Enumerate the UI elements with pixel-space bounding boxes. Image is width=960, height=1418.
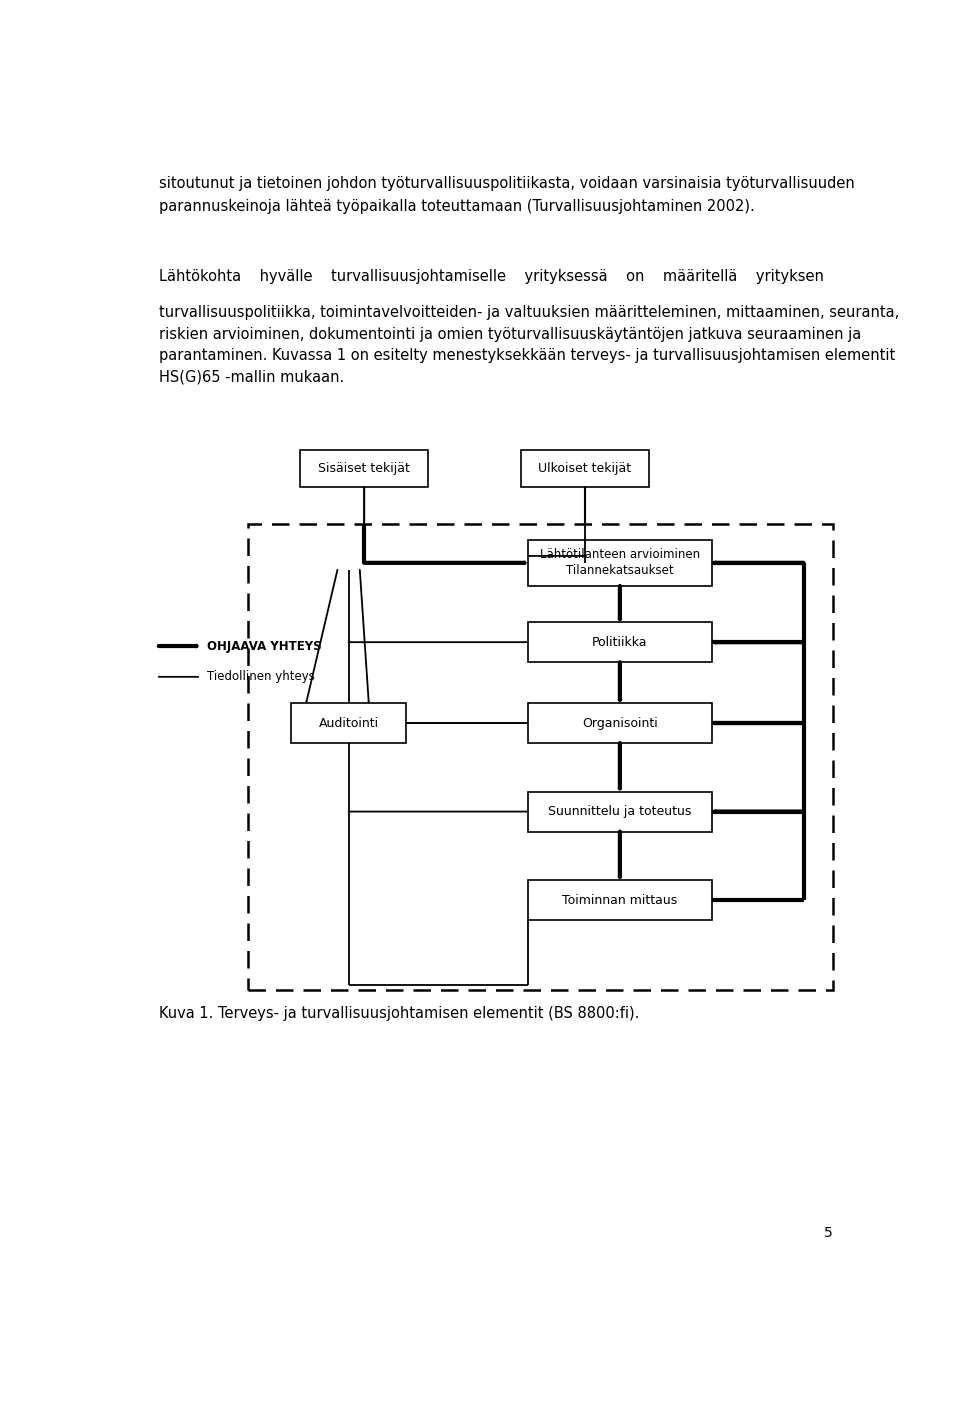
FancyBboxPatch shape xyxy=(528,881,712,920)
Text: Lähtökohta    hyvälle    turvallisuusjohtamiselle    yrityksessä    on    määrit: Lähtökohta hyvälle turvallisuusjohtamise… xyxy=(158,269,824,284)
Text: Ulkoiset tekijät: Ulkoiset tekijät xyxy=(539,462,632,475)
Text: sitoutunut ja tietoinen johdon työturvallisuuspolitiikasta, voidaan varsinaisia : sitoutunut ja tietoinen johdon työturval… xyxy=(158,176,854,214)
Text: Politiikka: Politiikka xyxy=(592,635,648,648)
FancyBboxPatch shape xyxy=(528,623,712,662)
Text: Sisäiset tekijät: Sisäiset tekijät xyxy=(318,462,410,475)
FancyBboxPatch shape xyxy=(300,451,428,488)
FancyBboxPatch shape xyxy=(291,703,406,743)
Text: 5: 5 xyxy=(825,1227,833,1241)
Text: Toiminnan mittaus: Toiminnan mittaus xyxy=(563,893,678,906)
FancyBboxPatch shape xyxy=(528,540,712,586)
Text: Suunnittelu ja toteutus: Suunnittelu ja toteutus xyxy=(548,805,691,818)
FancyBboxPatch shape xyxy=(248,525,833,990)
FancyBboxPatch shape xyxy=(528,703,712,743)
Text: Tiedollinen yhteys: Tiedollinen yhteys xyxy=(207,671,315,683)
Text: OHJAAVA YHTEYS: OHJAAVA YHTEYS xyxy=(207,640,322,652)
Text: Kuva 1. Terveys- ja turvallisuusjohtamisen elementit (BS 8800:fi).: Kuva 1. Terveys- ja turvallisuusjohtamis… xyxy=(158,1005,639,1021)
Text: Organisointi: Organisointi xyxy=(582,716,658,729)
Text: Lähtötilanteen arvioiminen
Tilannekatsaukset: Lähtötilanteen arvioiminen Tilannekatsau… xyxy=(540,549,700,577)
Text: turvallisuuspolitiikka, toimintavelvoitteiden- ja valtuuksien määritteleminen, m: turvallisuuspolitiikka, toimintavelvoitt… xyxy=(158,305,899,384)
FancyBboxPatch shape xyxy=(521,451,649,488)
Text: Auditointi: Auditointi xyxy=(319,716,378,729)
FancyBboxPatch shape xyxy=(528,791,712,831)
